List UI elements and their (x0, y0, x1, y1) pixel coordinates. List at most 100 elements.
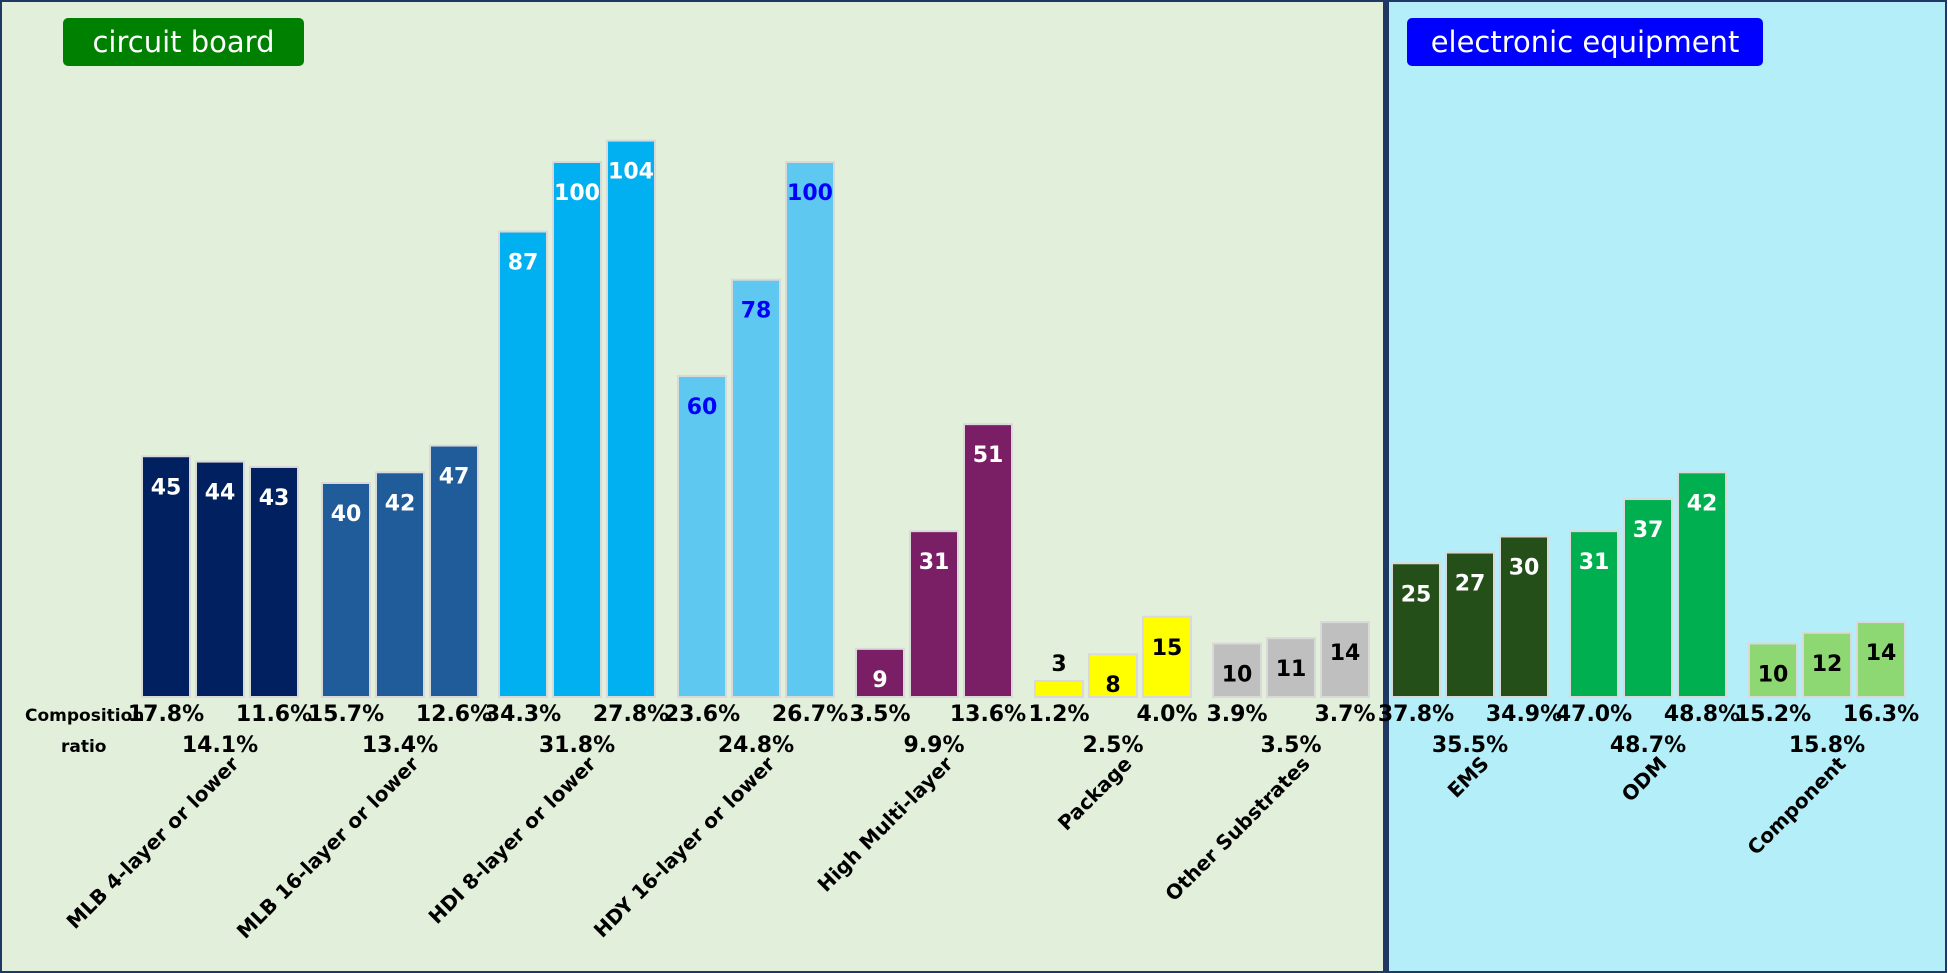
ratio-label-hdy-16-layer-or-lower-3: 26.7% (772, 702, 848, 727)
electronic-equipment-title: electronic equipment (1407, 18, 1763, 66)
circuit-board-title: circuit board (63, 18, 304, 66)
ratio-label-mlb-4-layer-or-lower-1: 17.8% (128, 702, 204, 727)
ratio-label-other-substrates-3: 3.7% (1314, 702, 1375, 727)
value-label-ems-3: 30 (1509, 556, 1540, 581)
ratio-label-ems-2: 35.5% (1432, 733, 1508, 758)
value-label-other-substrates-3: 14 (1330, 641, 1361, 666)
bar-mlb-4-layer-or-lower-2 (195, 460, 245, 698)
value-label-component-1: 10 (1758, 663, 1789, 688)
ratio-label-package-1: 1.2% (1028, 702, 1089, 727)
electronic-equipment-panel (1387, 0, 1947, 973)
bar-odm-3 (1677, 471, 1727, 698)
value-label-ems-2: 27 (1455, 572, 1486, 597)
bar-high-multi-layer-1 (855, 647, 905, 698)
bar-mlb-16-layer-or-lower-3 (429, 444, 479, 698)
ratio-label-ems-1: 37.8% (1378, 702, 1454, 727)
bar-mlb-4-layer-or-lower-3 (249, 465, 299, 699)
bar-odm-1 (1569, 530, 1619, 699)
value-label-other-substrates-2: 11 (1276, 657, 1307, 682)
bar-other-substrates-2 (1266, 637, 1316, 699)
bar-ems-3 (1499, 535, 1549, 698)
value-label-mlb-16-layer-or-lower-1: 40 (331, 502, 362, 527)
value-label-mlb-4-layer-or-lower-1: 45 (151, 475, 182, 500)
bar-hdi-8-layer-or-lower-2 (552, 161, 602, 698)
value-label-high-multi-layer-3: 51 (973, 443, 1004, 468)
value-label-odm-2: 37 (1633, 518, 1664, 543)
bar-high-multi-layer-2 (909, 530, 959, 699)
value-label-hdy-16-layer-or-lower-2: 78 (741, 299, 772, 324)
value-label-mlb-16-layer-or-lower-3: 47 (439, 465, 470, 490)
bar-hdy-16-layer-or-lower-3 (785, 161, 835, 698)
ratio-label-component-1: 15.2% (1735, 702, 1811, 727)
ratio-labels-layer: 17.8% 14.1% 11.6%15.7% 13.4% 12.6%34.3% 31.8%… (128, 702, 1919, 758)
ratio-label-hdi-8-layer-or-lower-3: 27.8% (593, 702, 669, 727)
bar-odm-2 (1623, 498, 1673, 698)
ratio-label-component-2: 15.8% (1789, 733, 1865, 758)
ratio-label-hdy-16-layer-or-lower-1: 23.6% (664, 702, 740, 727)
ratio-label-high-multi-layer-2: 9.9% (903, 733, 964, 758)
value-label-ems-1: 25 (1401, 582, 1432, 607)
bar-other-substrates-1 (1212, 642, 1262, 698)
value-label-high-multi-layer-1: 9 (872, 668, 887, 693)
ratio-label-mlb-16-layer-or-lower-2: 13.4% (362, 733, 438, 758)
ratio-label-high-multi-layer-3: 13.6% (950, 702, 1026, 727)
value-label-hdy-16-layer-or-lower-3: 100 (787, 181, 833, 206)
composition-ratio-label-line2: ratio (61, 737, 107, 757)
value-label-mlb-16-layer-or-lower-2: 42 (385, 491, 416, 516)
bar-hdi-8-layer-or-lower-3 (606, 139, 656, 699)
bar-high-multi-layer-3 (963, 423, 1013, 698)
bar-component-2 (1802, 631, 1852, 698)
bar-package-2 (1088, 653, 1138, 699)
value-label-package-1: 3 (1051, 652, 1066, 677)
ratio-label-mlb-4-layer-or-lower-2: 14.1% (182, 733, 258, 758)
value-label-hdi-8-layer-or-lower-1: 87 (508, 251, 539, 276)
ratio-label-other-substrates-1: 3.9% (1206, 702, 1267, 727)
value-label-high-multi-layer-2: 31 (919, 550, 950, 575)
value-label-package-3: 15 (1152, 636, 1183, 661)
ratio-label-hdi-8-layer-or-lower-2: 31.8% (539, 733, 615, 758)
value-label-hdi-8-layer-or-lower-2: 100 (554, 181, 600, 206)
ratio-label-mlb-4-layer-or-lower-3: 11.6% (236, 702, 312, 727)
value-label-mlb-4-layer-or-lower-2: 44 (205, 481, 236, 506)
bars-layer (141, 139, 1906, 699)
ratio-label-high-multi-layer-1: 3.5% (849, 702, 910, 727)
bar-component-1 (1748, 642, 1798, 698)
ratio-label-odm-1: 47.0% (1556, 702, 1632, 727)
ratio-label-odm-3: 48.8% (1664, 702, 1740, 727)
bar-component-3 (1856, 621, 1906, 698)
ratio-label-mlb-16-layer-or-lower-1: 15.7% (308, 702, 384, 727)
bar-package-1 (1034, 679, 1084, 699)
bar-package-3 (1142, 615, 1192, 698)
ratio-label-mlb-16-layer-or-lower-3: 12.6% (416, 702, 492, 727)
ratio-label-package-3: 4.0% (1136, 702, 1197, 727)
value-label-hdi-8-layer-or-lower-3: 104 (608, 160, 654, 185)
value-label-odm-3: 42 (1687, 491, 1718, 516)
ratio-label-odm-2: 48.7% (1610, 733, 1686, 758)
value-label-other-substrates-1: 10 (1222, 663, 1253, 688)
ratio-label-other-substrates-2: 3.5% (1260, 733, 1321, 758)
bar-ems-1 (1391, 562, 1441, 698)
bar-mlb-16-layer-or-lower-1 (321, 482, 371, 698)
ratio-label-hdy-16-layer-or-lower-2: 24.8% (718, 733, 794, 758)
value-label-odm-1: 31 (1579, 550, 1610, 575)
value-label-component-2: 12 (1812, 652, 1843, 677)
value-label-component-3: 14 (1866, 641, 1897, 666)
bar-hdi-8-layer-or-lower-1 (498, 230, 548, 699)
value-label-mlb-4-layer-or-lower-3: 43 (259, 486, 290, 511)
bar-hdy-16-layer-or-lower-1 (677, 375, 727, 698)
value-labels-layer: 45 44 43 40 42 47 87 100 104 60 78 100 9 31 51 3 8 15 10 11… (151, 160, 1897, 699)
bar-mlb-16-layer-or-lower-2 (375, 471, 425, 698)
bar-ems-2 (1445, 551, 1495, 698)
bar-hdy-16-layer-or-lower-2 (731, 278, 781, 698)
ratio-label-package-2: 2.5% (1082, 733, 1143, 758)
bar-mlb-4-layer-or-lower-1 (141, 455, 191, 698)
ratio-label-ems-3: 34.9% (1486, 702, 1562, 727)
bar-other-substrates-3 (1320, 621, 1370, 698)
ratio-label-component-3: 16.3% (1843, 702, 1919, 727)
composition-ratio-label-line1: Composition (25, 706, 144, 726)
value-label-hdy-16-layer-or-lower-1: 60 (687, 395, 718, 420)
ratio-label-hdi-8-layer-or-lower-1: 34.3% (485, 702, 561, 727)
value-label-package-2: 8 (1105, 673, 1120, 698)
